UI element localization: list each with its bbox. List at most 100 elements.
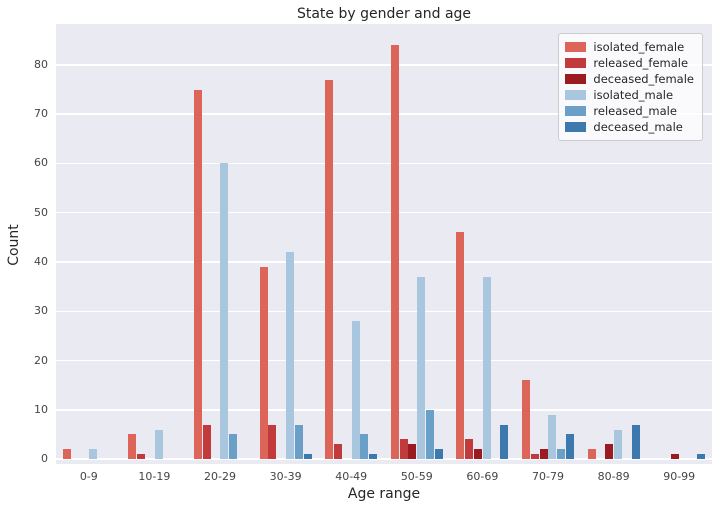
bar-isolated_female	[62, 449, 71, 460]
legend-label: isolated_male	[593, 88, 674, 102]
bar-group-0-9	[62, 449, 115, 460]
bar-deceased_male	[500, 424, 509, 460]
legend-item-released_female: released_female	[565, 55, 694, 71]
bar-isolated_female	[325, 79, 334, 460]
legend-label: deceased_male	[593, 120, 683, 134]
legend-item-deceased_female: deceased_female	[565, 71, 694, 87]
legend-swatch-icon	[565, 90, 587, 100]
bar-released_male	[425, 409, 434, 460]
legend-swatch-icon	[565, 58, 587, 68]
legend-swatch-icon	[565, 122, 587, 132]
y-tick-label: 40	[34, 254, 48, 268]
bar-group-50-59	[390, 45, 443, 460]
bar-deceased_male	[434, 449, 443, 460]
gridline	[56, 162, 712, 165]
plot-area: isolated_female released_female deceased_f…	[56, 24, 712, 464]
bar-released_male	[360, 434, 369, 460]
bar-released_male	[229, 434, 238, 460]
bar-released_male	[294, 424, 303, 460]
bar-group-60-69	[456, 232, 509, 460]
bar-isolated_male	[351, 321, 360, 460]
bar-group-20-29	[194, 89, 246, 460]
bar-group-30-39	[259, 252, 312, 460]
bar-released_male	[557, 449, 566, 460]
bar-group-40-49	[325, 79, 378, 460]
bar-released_female	[530, 454, 539, 460]
y-tick-label: 80	[34, 57, 48, 71]
bar-group-10-19	[128, 429, 180, 460]
legend-swatch-icon	[565, 74, 587, 84]
bar-isolated_male	[154, 429, 163, 460]
legend-item-isolated_male: isolated_male	[565, 87, 694, 103]
gridline	[56, 359, 712, 362]
bar-isolated_male	[417, 276, 426, 460]
bar-deceased_male	[631, 424, 640, 460]
y-tick-label: 10	[34, 402, 48, 416]
legend-item-isolated_female: isolated_female	[565, 39, 694, 55]
bar-isolated_male	[285, 252, 294, 460]
bar-released_female	[268, 424, 277, 460]
bar-released_female	[202, 424, 211, 460]
x-tick-label: 60-69	[466, 470, 499, 483]
x-tick-label: 50-59	[400, 470, 433, 483]
bar-isolated_female	[456, 232, 465, 460]
bar-released_female	[333, 444, 342, 460]
x-tick-label: 40-49	[335, 470, 368, 483]
x-tick-label: 0-9	[79, 470, 98, 483]
legend-item-released_male: released_male	[565, 103, 694, 119]
bar-isolated_female	[587, 449, 596, 460]
bar-deceased_female	[670, 454, 679, 460]
bar-isolated_female	[390, 45, 399, 460]
x-axis-label: Age range	[347, 486, 421, 502]
y-axis-label: Count	[6, 224, 22, 266]
bar-deceased_male	[303, 454, 312, 460]
x-tick-label: 70-79	[532, 470, 564, 483]
gridline	[56, 458, 712, 460]
x-tick-label: 10-19	[138, 470, 171, 483]
legend-swatch-icon	[565, 106, 587, 116]
bar-isolated_male	[89, 449, 98, 460]
bar-deceased_female	[605, 444, 614, 460]
bar-deceased_male	[565, 434, 574, 460]
chart-title: State by gender and age	[296, 6, 472, 22]
y-tick-label: 50	[34, 205, 48, 219]
legend-label: isolated_female	[593, 40, 685, 54]
legend-swatch-icon	[565, 42, 587, 52]
y-tick-label: 60	[34, 156, 48, 170]
x-tick-label: 20-29	[204, 470, 236, 483]
bar-isolated_female	[259, 266, 268, 460]
y-tick-label: 30	[34, 304, 48, 318]
gridline	[56, 409, 712, 411]
y-tick-label: 70	[34, 107, 48, 121]
x-tick-label: 80-89	[597, 470, 630, 483]
bar-released_female	[399, 439, 408, 460]
legend-item-deceased_male: deceased_male	[565, 119, 694, 135]
bar-isolated_female	[522, 380, 530, 460]
bar-released_female	[465, 439, 474, 460]
bar-group-70-79	[522, 380, 574, 460]
legend-label: released_female	[593, 56, 689, 70]
legend-label: released_male	[593, 104, 677, 118]
x-tick-label: 90-99	[663, 470, 696, 483]
y-tick-label: 20	[34, 353, 48, 367]
bar-deceased_male	[697, 454, 706, 460]
bar-deceased_female	[539, 449, 548, 460]
gridline	[56, 261, 712, 263]
bar-deceased_male	[369, 454, 378, 460]
gridline	[56, 113, 712, 115]
gridline	[56, 212, 712, 214]
bar-isolated_male	[548, 414, 557, 460]
bar-group-80-89	[587, 424, 640, 460]
legend: isolated_female released_female deceased_f…	[558, 33, 703, 141]
y-tick-label: 0	[41, 452, 48, 466]
bar-deceased_female	[473, 449, 482, 460]
bar-isolated_male	[220, 163, 229, 460]
bar-group-90-99	[653, 454, 706, 460]
legend-label: deceased_female	[593, 72, 694, 86]
bar-isolated_female	[194, 89, 202, 460]
bar-isolated_male	[482, 276, 491, 460]
gridline	[56, 64, 712, 66]
x-tick-label: 30-39	[269, 470, 302, 483]
bar-deceased_female	[408, 444, 417, 460]
